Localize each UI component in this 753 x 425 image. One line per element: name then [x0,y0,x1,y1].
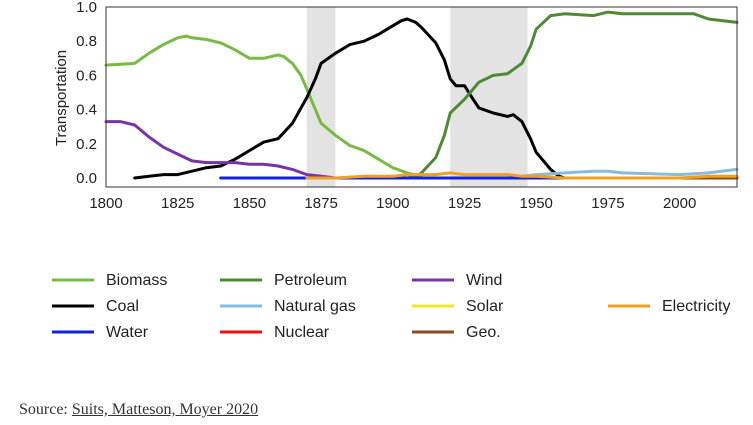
legend-label: Petroleum [274,272,347,289]
x-tick-label: 2000 [663,195,696,212]
source-link[interactable]: Suits, Matteson, Moyer 2020 [71,401,259,418]
y-tick-label: 0.0 [76,170,97,187]
y-tick-label: 0.6 [76,67,97,84]
y-tick-label: 0.4 [76,102,97,119]
y-tick-label: 1.0 [76,0,97,16]
legend-label: Electricity [662,298,730,315]
legend-label: Biomass [106,272,167,289]
x-axis-ticks: 1800 1825 1850 1875 1900 1925 1950 1975 2000 [89,195,696,212]
transportation-chart: 0.00.20.40.60.81.0 1800 1825 1850 1875 1900 1… [52,0,739,341]
x-tick-label: 1900 [376,195,409,212]
x-tick-label: 1800 [89,195,122,212]
series-lines [104,10,739,180]
shaded-periods [306,7,528,187]
source-prefix: Source: [19,401,72,418]
legend-label: Solar [466,298,504,315]
legend: Biomass Petroleum Wind Coal Natural gas Solar… [52,272,730,341]
x-tick-label: 1925 [448,195,481,212]
y-axis-ticks: 0.0 0.2 0.4 0.6 0.8 1.0 [76,0,97,187]
legend-label: Coal [106,298,139,315]
x-tick-label: 1975 [591,195,624,212]
legend-label: Water [106,324,149,341]
legend-label: Natural gas [274,298,356,315]
series-line-natural-gas [506,167,739,180]
series-line-wind [104,120,366,180]
series-line-petroleum [305,10,739,180]
y-tick-label: 0.2 [76,136,97,153]
x-tick-label: 1850 [233,195,266,212]
x-tick-label: 1825 [161,195,194,212]
source-line: Source: Suits, Matteson, Moyer 2020 [19,401,258,419]
y-axis-label: Transportation [53,50,70,146]
legend-label: Nuclear [274,324,330,341]
series-line-biomass [104,34,423,178]
y-tick-label: 0.8 [76,33,97,50]
series-line-electricity [305,171,739,180]
x-tick-label: 1875 [304,195,337,212]
legend-label: Wind [466,272,502,289]
plot-frame [105,6,738,188]
legend-label: Geo. [466,324,501,341]
shaded-period-1 [450,7,528,187]
x-tick-label: 1950 [520,195,553,212]
